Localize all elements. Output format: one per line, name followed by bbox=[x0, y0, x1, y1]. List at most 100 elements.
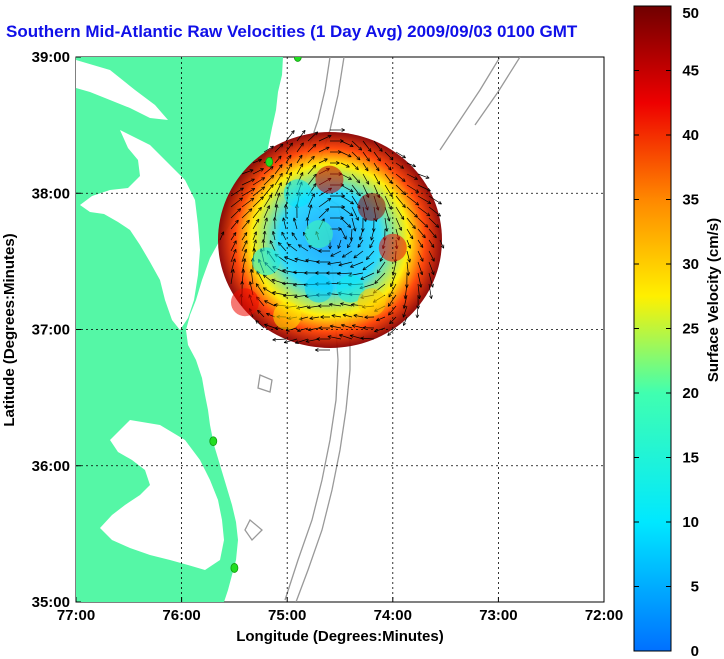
vector-head bbox=[337, 273, 341, 276]
vector-head bbox=[281, 143, 284, 148]
vector-head bbox=[304, 130, 306, 134]
vector-shaft bbox=[395, 184, 407, 196]
vector-shaft bbox=[374, 272, 386, 284]
vector-head bbox=[369, 245, 373, 249]
vector-head bbox=[426, 175, 430, 179]
vector-head bbox=[260, 207, 262, 211]
vector-head bbox=[362, 228, 365, 232]
vector-shaft bbox=[278, 242, 287, 252]
vector-head bbox=[313, 173, 317, 176]
vector-shaft bbox=[351, 151, 361, 161]
vector-shaft bbox=[388, 283, 397, 298]
vector-shaft bbox=[403, 294, 408, 309]
vector-head bbox=[241, 269, 244, 273]
vector-shaft bbox=[351, 162, 359, 171]
vector-head bbox=[331, 314, 336, 316]
vector-head bbox=[316, 260, 320, 263]
vector-head bbox=[415, 176, 418, 180]
vector-head bbox=[279, 155, 282, 160]
vector-shaft bbox=[360, 337, 375, 340]
vector-shaft bbox=[230, 240, 237, 252]
vector-shaft bbox=[284, 338, 298, 343]
colorbar-tick-label: 50 bbox=[682, 5, 699, 22]
vector-shaft bbox=[307, 327, 320, 331]
vector-shaft bbox=[327, 261, 342, 265]
vector-shaft bbox=[307, 173, 317, 186]
vector-head bbox=[402, 205, 406, 208]
vector-head bbox=[262, 274, 266, 279]
vector-head bbox=[352, 228, 356, 232]
vector-shaft bbox=[296, 142, 304, 153]
vector-head bbox=[341, 194, 346, 197]
vector-shaft bbox=[369, 239, 375, 249]
vector-head bbox=[378, 149, 383, 152]
vector-shaft bbox=[285, 154, 292, 164]
pamlico-sound bbox=[100, 420, 224, 570]
vector-head bbox=[276, 204, 279, 208]
vector-head bbox=[386, 218, 390, 222]
y-axis-label: Latitude (Degrees:Minutes) bbox=[1, 233, 18, 426]
vector-shaft bbox=[263, 194, 273, 208]
vector-shaft bbox=[252, 177, 265, 186]
vector-head bbox=[298, 154, 303, 158]
vector-head bbox=[252, 188, 256, 192]
vector-head bbox=[299, 172, 304, 175]
vector-head bbox=[355, 168, 359, 171]
vector-shaft bbox=[342, 314, 353, 318]
vector-head bbox=[294, 257, 299, 259]
vector-shaft bbox=[241, 232, 248, 241]
vector-head bbox=[387, 168, 392, 171]
vector-head bbox=[327, 197, 331, 200]
vector-head bbox=[255, 320, 258, 324]
vector-shaft bbox=[263, 166, 274, 175]
vector-head bbox=[232, 258, 236, 262]
vector-head bbox=[252, 178, 255, 183]
vector-shaft bbox=[417, 272, 422, 288]
vector-shaft bbox=[252, 186, 265, 197]
x-tick-label: 75:00 bbox=[268, 607, 306, 624]
vector-shaft bbox=[252, 168, 264, 175]
vector-shaft bbox=[384, 162, 392, 171]
vector-shaft bbox=[285, 130, 295, 142]
vector-head bbox=[340, 140, 344, 143]
vector-head bbox=[282, 268, 286, 271]
vector-shaft bbox=[329, 325, 342, 329]
vector-head bbox=[415, 204, 419, 206]
vector-head bbox=[353, 256, 358, 259]
vector-head bbox=[326, 271, 330, 274]
vector-shaft bbox=[428, 239, 435, 248]
vector-head bbox=[347, 245, 351, 249]
vector-head bbox=[307, 329, 312, 332]
vector-shaft bbox=[274, 155, 282, 164]
vector-head bbox=[357, 166, 359, 170]
vector-shaft bbox=[308, 245, 320, 252]
vector-shaft bbox=[274, 204, 278, 219]
vector-head bbox=[239, 197, 243, 199]
colorbar-tick-label: 35 bbox=[682, 192, 699, 209]
vector-head bbox=[360, 336, 365, 339]
vector-shaft bbox=[351, 173, 361, 184]
vector-head bbox=[356, 158, 361, 161]
vector-shaft bbox=[362, 151, 370, 162]
vector-shaft bbox=[384, 217, 388, 232]
vector-head bbox=[341, 323, 345, 326]
chart-title: Southern Mid-Atlantic Raw Velocities (1 … bbox=[6, 22, 578, 41]
vector-head bbox=[402, 304, 405, 309]
vector-head bbox=[252, 248, 255, 252]
vector-head bbox=[419, 272, 423, 276]
vector-head bbox=[313, 156, 315, 160]
vector-head bbox=[400, 217, 405, 220]
vector-head bbox=[250, 197, 254, 200]
vector-head bbox=[283, 340, 287, 343]
vector-shaft bbox=[384, 206, 390, 222]
vector-shaft bbox=[318, 208, 329, 219]
vector-head bbox=[317, 305, 322, 308]
vector-shaft bbox=[428, 261, 435, 275]
vector-shaft bbox=[404, 283, 408, 299]
colorbar-label: Surface Velocity (cm/s) bbox=[705, 218, 722, 382]
vector-shaft bbox=[340, 217, 351, 228]
vector-head bbox=[266, 217, 268, 222]
vector-head bbox=[413, 163, 416, 167]
vector-shaft bbox=[362, 162, 369, 172]
